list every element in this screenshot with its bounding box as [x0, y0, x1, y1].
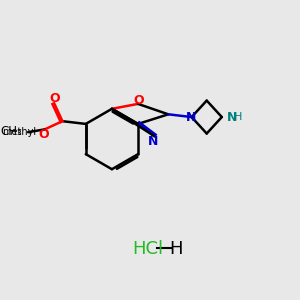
- Text: H: H: [170, 240, 183, 258]
- Text: O: O: [49, 92, 59, 105]
- Text: N: N: [227, 111, 237, 124]
- Text: H: H: [234, 112, 242, 122]
- Text: HCl: HCl: [132, 240, 163, 258]
- Text: N: N: [148, 135, 158, 148]
- Text: methyl: methyl: [2, 127, 36, 137]
- Text: CH₃: CH₃: [0, 125, 22, 138]
- Text: O: O: [133, 94, 144, 107]
- Text: O: O: [38, 128, 49, 141]
- Text: N: N: [186, 111, 196, 124]
